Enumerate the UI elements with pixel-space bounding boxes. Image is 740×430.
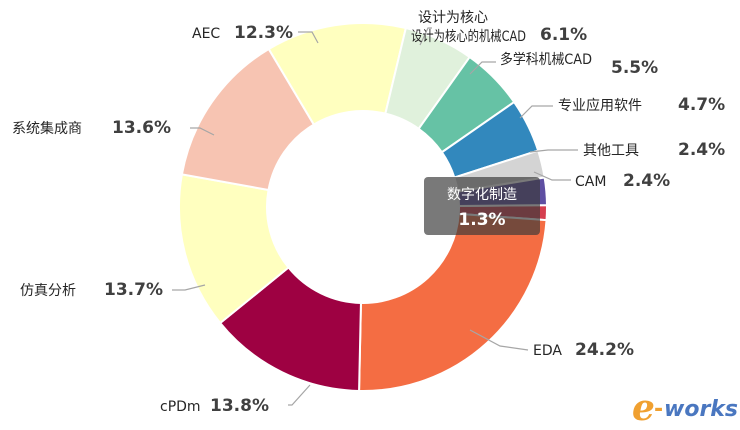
- leader-line: [469, 61, 496, 75]
- slice-eda[interactable]: [358, 212, 548, 392]
- leader-line: [519, 105, 553, 119]
- leader-line: [469, 329, 529, 351]
- label-eda: EDA 24.2%: [533, 340, 634, 360]
- label-other-tools-value: 2.4%: [678, 140, 725, 160]
- eworks-logo: e - works: [632, 387, 738, 429]
- tooltip-value: 1.3%: [458, 210, 505, 230]
- leader-line: [190, 127, 215, 136]
- label-aec-value: 12.3%: [234, 23, 293, 43]
- eworks-logo-e: e: [632, 387, 655, 429]
- label-integrator: 系统集成商 13.6%: [12, 118, 171, 138]
- label-aec: AEC 12.3%: [192, 23, 293, 43]
- label-simulation-name: 仿真分析: [20, 283, 76, 299]
- label-cam-value: 2.4%: [623, 171, 670, 191]
- leader-line: [529, 149, 578, 153]
- label-cpdm: cPDm 13.8%: [160, 396, 269, 416]
- label-other-tools-name: 其他工具: [583, 143, 639, 159]
- label-simulation-value: 13.7%: [104, 280, 163, 300]
- leader-line: [533, 171, 571, 181]
- label-multi-cad-value: 5.5%: [611, 58, 658, 78]
- label-special-software-value: 4.7%: [678, 95, 725, 115]
- label-eda-name: EDA: [533, 343, 562, 359]
- label-cam-name: CAM: [575, 174, 606, 190]
- slice-tooltip: 数字化制造 1.3%: [424, 177, 540, 235]
- label-cpdm-name: cPDm: [160, 399, 201, 415]
- leader-line: [172, 284, 206, 291]
- label-special-software: 专业应用软件 4.7%: [558, 95, 725, 115]
- leader-line: [298, 31, 319, 44]
- leader-line: [288, 384, 311, 406]
- leader-line: [419, 27, 432, 46]
- tooltip-name: 数字化制造: [447, 187, 517, 203]
- label-cpdm-value: 13.8%: [210, 396, 269, 416]
- label-aec-name: AEC: [192, 26, 220, 42]
- label-design-cad-name: 设计为核心的机械CAD: [411, 29, 526, 45]
- label-multi-cad: 多学科机械CAD 5.5%: [500, 51, 658, 78]
- eworks-logo-works: works: [664, 397, 738, 422]
- label-integrator-name: 系统集成商: [12, 120, 82, 137]
- label-multi-cad-name: 多学科机械CAD: [500, 51, 592, 68]
- label-cam: CAM 2.4%: [575, 171, 670, 191]
- label-integrator-value: 13.6%: [112, 118, 171, 138]
- leader-lines: [172, 27, 578, 406]
- eworks-logo-dash: -: [654, 397, 663, 422]
- label-special-software-name: 专业应用软件: [558, 97, 642, 114]
- label-eda-value: 24.2%: [575, 340, 634, 360]
- label-design-cad: 设计为核心 设计为核心的机械CAD 6.1%: [411, 10, 587, 45]
- label-simulation: 仿真分析 13.7%: [20, 280, 163, 300]
- label-other-tools: 其他工具 2.4%: [583, 140, 725, 160]
- tooltip-box: [424, 177, 540, 235]
- label-design-cad-name-line1: 设计为核心: [418, 10, 488, 26]
- label-design-cad-value: 6.1%: [540, 25, 587, 45]
